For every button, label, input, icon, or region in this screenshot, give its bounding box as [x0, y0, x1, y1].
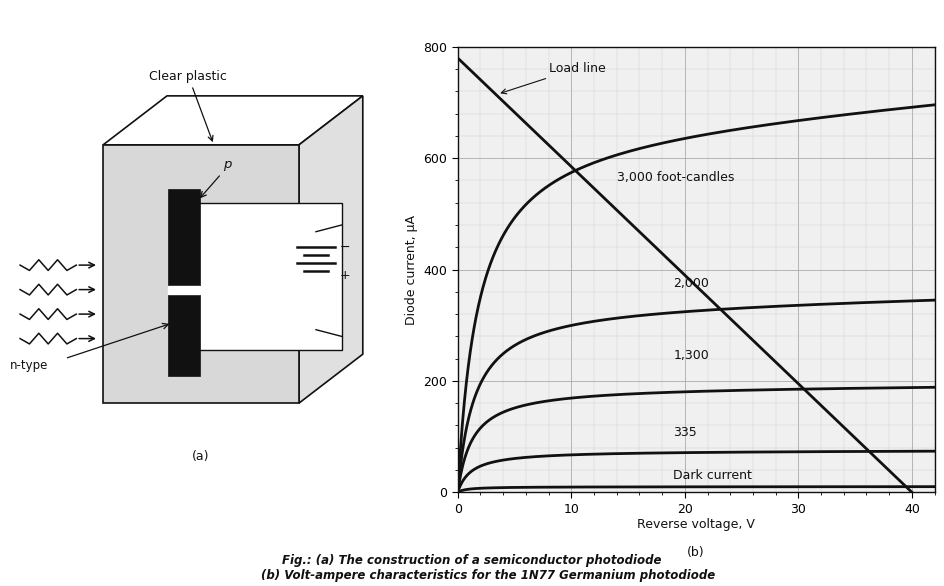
- Text: 335: 335: [673, 425, 698, 438]
- Text: +: +: [340, 270, 350, 282]
- Text: Load line: Load line: [501, 62, 605, 94]
- Text: 1,300: 1,300: [673, 349, 709, 362]
- Text: 2,000: 2,000: [673, 277, 709, 290]
- X-axis label: Reverse voltage, V: Reverse voltage, V: [637, 519, 755, 532]
- Polygon shape: [168, 285, 200, 294]
- Text: −: −: [340, 241, 350, 254]
- Polygon shape: [103, 96, 362, 145]
- Polygon shape: [168, 189, 200, 376]
- Text: n-type: n-type: [9, 359, 48, 372]
- Text: (a): (a): [193, 450, 210, 463]
- Polygon shape: [299, 96, 362, 403]
- Polygon shape: [193, 203, 342, 350]
- Text: Dark current: Dark current: [673, 469, 752, 482]
- Text: Fig.: (a) The construction of a semiconductor photodiode
        (b) Volt-ampere: Fig.: (a) The construction of a semicond…: [228, 554, 716, 582]
- Text: p: p: [224, 158, 231, 171]
- Text: 3,000 foot-candles: 3,000 foot-candles: [616, 171, 734, 184]
- Text: Clear plastic: Clear plastic: [149, 70, 228, 141]
- Y-axis label: Diode current, μA: Diode current, μA: [405, 214, 418, 325]
- Text: (b): (b): [687, 546, 705, 558]
- Polygon shape: [103, 145, 299, 403]
